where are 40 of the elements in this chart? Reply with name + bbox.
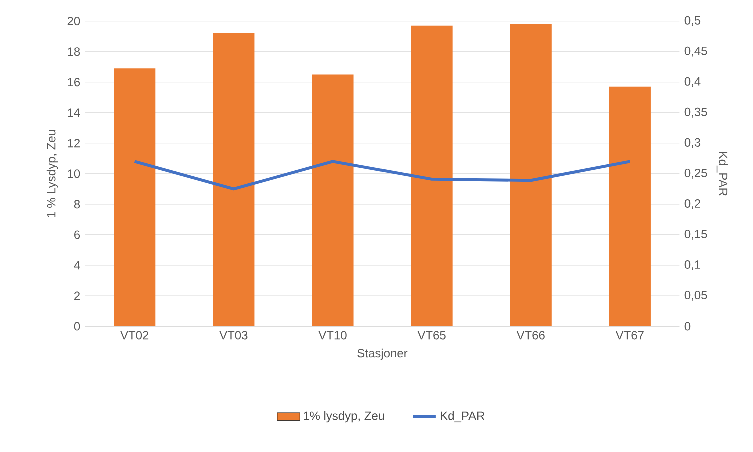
y2-tick-label: 0,25 — [684, 169, 708, 179]
y2-tick-label: 0,05 — [684, 291, 708, 302]
y2-tick-label: 0,15 — [684, 230, 708, 240]
y2-tick-label: 0,35 — [684, 108, 708, 118]
y2-tick-label: 0,45 — [684, 46, 708, 57]
y-tick-label: 6 — [74, 230, 80, 240]
x-tick-label: VT66 — [516, 331, 545, 340]
x-tick-label: VT67 — [616, 331, 644, 340]
y2-tick-label: 0,2 — [684, 200, 700, 210]
y2-tick-label: 0,3 — [684, 138, 701, 148]
y-axis-title: 1 % Lysdyp, Zeu — [46, 130, 58, 218]
y-tick-label: 14 — [68, 108, 80, 118]
y-tick-label: 16 — [68, 78, 80, 87]
y-tick-label: 4 — [74, 261, 80, 270]
y2-tick-label: 0 — [684, 322, 691, 331]
bar — [312, 74, 354, 327]
legend-label: Kd_PAR — [441, 412, 485, 423]
x-tick-label: VT10 — [318, 331, 347, 340]
y-tick-label: 18 — [68, 48, 80, 56]
legend-label: 1% lysdyp, Zeu — [304, 412, 384, 423]
x-tick-label: VT02 — [120, 331, 149, 340]
y-tick-label: 0 — [74, 322, 80, 331]
y-tick-label: 8 — [74, 200, 80, 209]
bar — [609, 87, 651, 327]
y2-tick-label: 0,4 — [684, 78, 701, 88]
y-tick-label: 20 — [68, 17, 80, 26]
line-series — [133, 160, 632, 191]
y2-axis-title: Kd_PAR — [716, 152, 728, 196]
x-tick-label: VT03 — [220, 331, 248, 340]
y-tick-label: 10 — [68, 170, 80, 178]
bar — [114, 68, 156, 327]
bar — [510, 24, 552, 327]
x-tick-label: VT65 — [418, 331, 446, 340]
y-tick-label: 2 — [74, 292, 80, 300]
y2-tick-label: 0,5 — [684, 16, 701, 26]
y-tick-label: 12 — [68, 139, 80, 148]
y2-tick-label: 0,1 — [684, 260, 700, 271]
x-axis-title: Stasjoner — [358, 348, 408, 360]
bar — [411, 26, 453, 327]
bar — [213, 34, 255, 327]
